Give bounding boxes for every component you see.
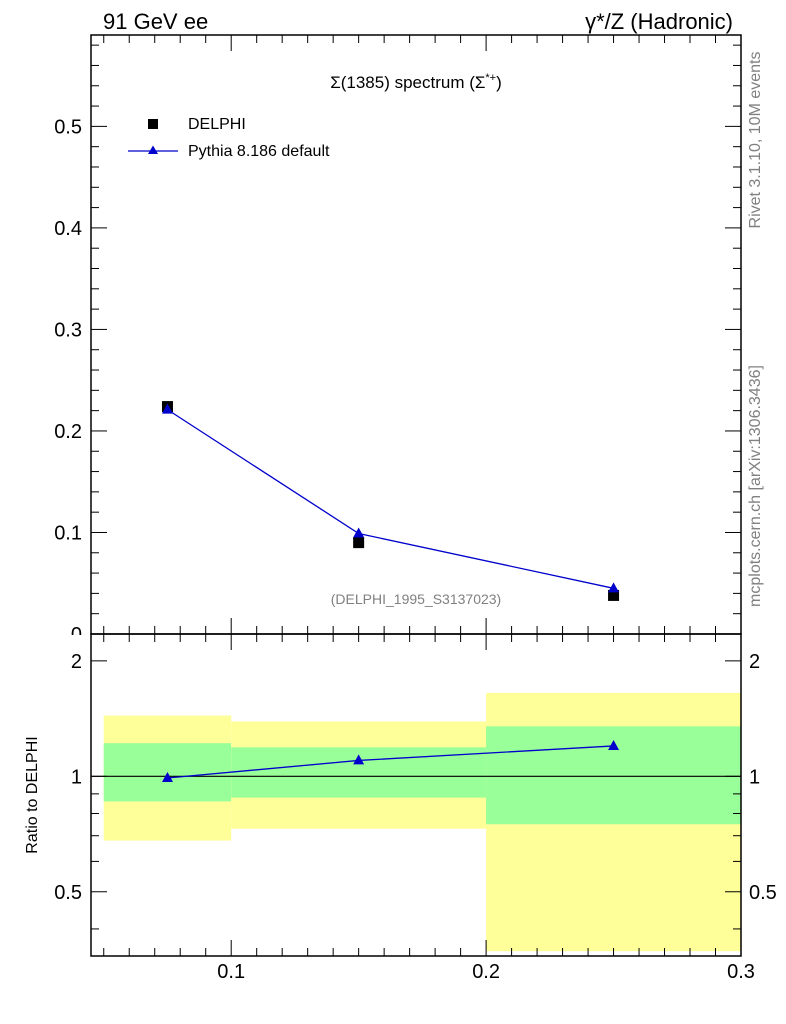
ratio-ytick-label-left: 1 <box>71 766 82 788</box>
main-ytick-label: 0.1 <box>54 522 82 544</box>
ratio-ytick-label-right: 0.5 <box>749 882 777 904</box>
ratio-axes: 0.5 0.5 1 1 2 2 0.1 0.2 0.3 <box>54 634 777 983</box>
legend-mc-label: Pythia 8.186 default <box>188 143 330 160</box>
mcplots-label: mcplots.cern.ch [arXiv:1306.3436] <box>747 365 764 607</box>
ratio-ytick-label-left: 2 <box>71 651 82 673</box>
main-ytick-label: 0.5 <box>54 116 82 138</box>
legend-mc-marker <box>148 145 158 154</box>
header-right: γ*/Z (Hadronic) <box>585 9 733 34</box>
mc-point <box>161 403 173 414</box>
rivet-label: Rivet 3.1.10, 10M events <box>747 52 764 229</box>
ratio-mc-point <box>608 739 620 750</box>
legend-data-marker <box>148 119 158 129</box>
header-left: 91 GeV ee <box>103 9 208 34</box>
chart-title-superscript: *+ <box>485 72 496 84</box>
ratio-ylabel: Ratio to DELPHI <box>24 736 41 853</box>
ratio-ytick-label-left: 0.5 <box>54 882 82 904</box>
data-point <box>353 537 365 549</box>
ratio-mc-point <box>161 771 173 782</box>
analysis-watermark: (DELPHI_1995_S3137023) <box>331 591 501 607</box>
mc-point <box>353 527 365 538</box>
chart-title: Σ(1385) spectrum (Σ*+) <box>330 72 502 92</box>
main-ytick-label: 0.2 <box>54 421 82 443</box>
ratio-xtick-label: 0.2 <box>472 961 500 983</box>
main-series-group <box>161 401 620 601</box>
ratio-series-group <box>161 739 620 782</box>
ratio-ytick-label-right: 1 <box>749 766 760 788</box>
ratio-mc-point <box>353 754 365 765</box>
ratio-uncertainty-bands <box>103 692 741 952</box>
legend: DELPHI Pythia 8.186 default <box>128 116 330 160</box>
ratio-plot-frame <box>90 633 742 957</box>
main-ytick-label: 0.4 <box>54 218 82 240</box>
chart-title-end: ) <box>496 73 502 92</box>
ratio-xtick-label: 0.1 <box>217 961 245 983</box>
mc-point <box>608 582 620 593</box>
zero-label-mask <box>40 635 90 649</box>
main-y-axis: 0.10.20.30.40.50 <box>40 35 742 649</box>
ratio-xtick-label: 0.3 <box>727 961 755 983</box>
data-point <box>608 589 620 601</box>
ratio-ytick-label-right: 2 <box>749 651 760 673</box>
mc-line <box>167 409 614 589</box>
legend-data-label: DELPHI <box>188 116 246 133</box>
main-ytick-label: 0.3 <box>54 319 82 341</box>
chart-title-main: Σ(1385) spectrum (Σ <box>330 73 485 92</box>
